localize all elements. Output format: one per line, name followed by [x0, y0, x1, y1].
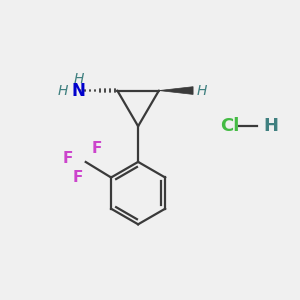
Text: Cl: Cl — [220, 117, 239, 135]
Text: N: N — [72, 82, 86, 100]
Text: F: F — [92, 141, 102, 156]
Polygon shape — [159, 87, 193, 94]
Text: H: H — [196, 84, 207, 98]
Text: H: H — [74, 72, 84, 86]
Text: H: H — [263, 117, 278, 135]
Text: F: F — [73, 170, 83, 185]
Text: F: F — [63, 151, 73, 166]
Text: H: H — [57, 84, 68, 98]
